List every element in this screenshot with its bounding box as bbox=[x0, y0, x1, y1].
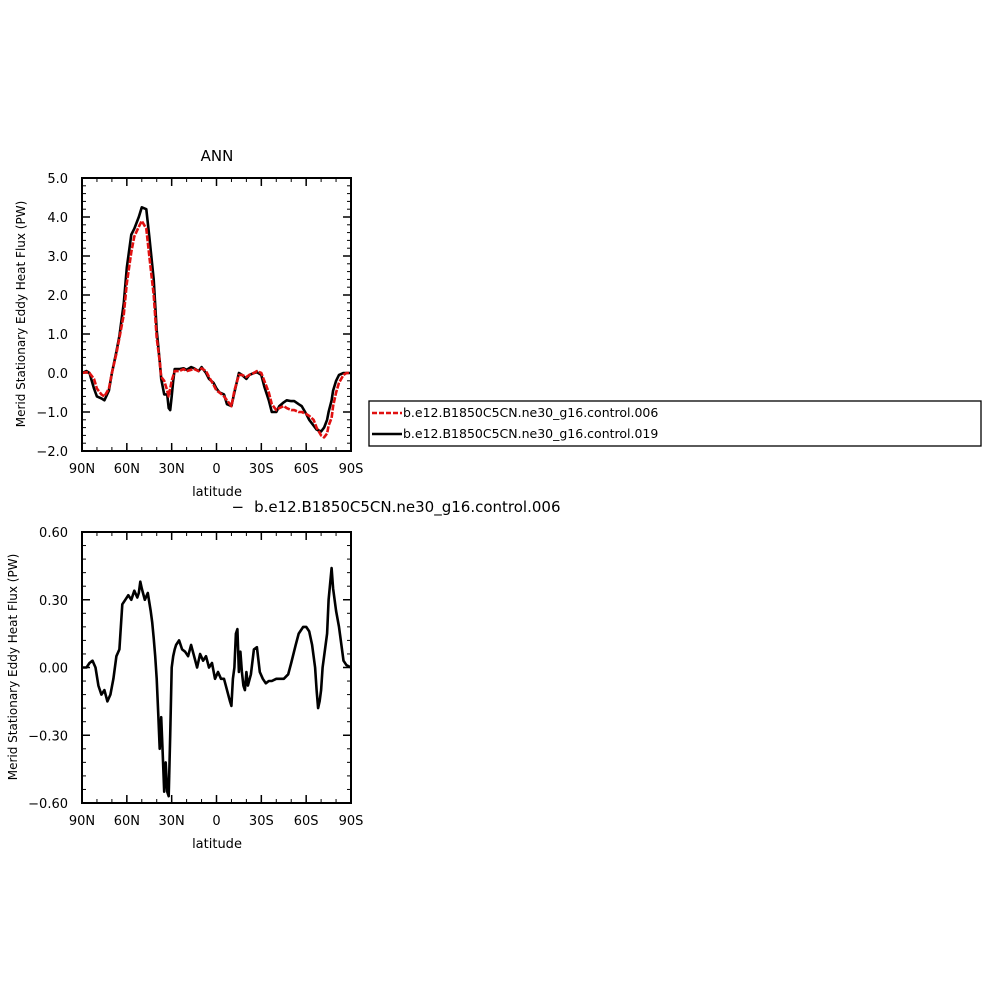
bottom-series-line-1 bbox=[82, 566, 352, 798]
bottom-y-tick-label: 0.00 bbox=[39, 662, 68, 677]
top-y-tick-label: −1.0 bbox=[36, 406, 68, 421]
bottom-x-tick-label: 60N bbox=[114, 814, 140, 829]
top-y-tick-label: 1.0 bbox=[47, 328, 68, 343]
bottom-x-tick-label: 30N bbox=[159, 814, 185, 829]
bottom-chart-y-tick-labels: 0.60 0.30 0.00 −0.30 −0.60 bbox=[28, 526, 68, 812]
bottom-x-tick-label: 60S bbox=[294, 814, 319, 829]
bottom-chart-series bbox=[82, 566, 352, 798]
top-x-tick-label: 30S bbox=[249, 462, 274, 477]
bottom-y-tick-label: −0.30 bbox=[28, 729, 68, 744]
bottom-chart-title: − b.e12.B1850C5CN.ne30_g16.control.006 bbox=[232, 498, 561, 517]
bottom-chart-title-prefix: − bbox=[232, 498, 245, 516]
top-x-tick-label: 0 bbox=[212, 462, 220, 477]
top-y-tick-label: −2.0 bbox=[36, 445, 68, 460]
top-y-tick-label: 4.0 bbox=[47, 211, 68, 226]
top-chart-title: ANN bbox=[201, 147, 234, 165]
top-x-tick-label: 60N bbox=[114, 462, 140, 477]
top-chart-series bbox=[81, 206, 351, 439]
legend: b.e12.B1850C5CN.ne30_g16.control.006 b.e… bbox=[368, 400, 982, 447]
top-y-tick-label: 2.0 bbox=[47, 289, 68, 304]
bottom-y-tick-label: −0.60 bbox=[28, 797, 68, 812]
top-chart-x-tick-labels: 90N 60N 30N 0 30S 60S 90S bbox=[69, 462, 364, 477]
top-x-tick-label: 90N bbox=[69, 462, 95, 477]
bottom-y-tick-label: 0.60 bbox=[39, 526, 68, 541]
bottom-chart-x-axis-label: latitude bbox=[192, 837, 242, 852]
bottom-chart-title-text: b.e12.B1850C5CN.ne30_g16.control.006 bbox=[254, 498, 560, 517]
top-x-tick-label: 60S bbox=[294, 462, 319, 477]
legend-label-series-2: b.e12.B1850C5CN.ne30_g16.control.019 bbox=[403, 426, 658, 441]
top-y-tick-label: 3.0 bbox=[47, 250, 68, 265]
top-chart-y-axis-label: Merid Stationary Eddy Heat Flux (PW) bbox=[14, 201, 28, 428]
bottom-x-tick-label: 90S bbox=[339, 814, 364, 829]
top-y-tick-label: 0.0 bbox=[47, 367, 68, 382]
bottom-chart-frame bbox=[81, 531, 352, 804]
bottom-x-tick-label: 90N bbox=[69, 814, 95, 829]
bottom-x-tick-label: 30S bbox=[249, 814, 274, 829]
top-chart-frame bbox=[81, 177, 352, 452]
top-series-line-1 bbox=[81, 219, 351, 439]
legend-box bbox=[368, 400, 982, 447]
bottom-x-tick-label: 0 bbox=[212, 814, 220, 829]
top-chart-x-axis-label: latitude bbox=[192, 485, 242, 500]
top-y-tick-label: 5.0 bbox=[47, 172, 68, 187]
top-x-tick-label: 90S bbox=[339, 462, 364, 477]
bottom-chart-x-tick-labels: 90N 60N 30N 0 30S 60S 90S bbox=[69, 814, 364, 829]
bottom-chart-y-axis-label: Merid Stationary Eddy Heat Flux (PW) bbox=[6, 554, 20, 781]
top-x-tick-label: 30N bbox=[159, 462, 185, 477]
bottom-y-tick-label: 0.30 bbox=[39, 594, 68, 609]
legend-label-series-1: b.e12.B1850C5CN.ne30_g16.control.006 bbox=[403, 405, 658, 420]
top-chart-panel: ANN 5.0 4.0 3.0 2.0 1.0 0.0 −1.0 −2.0 90N 60N 30N… bbox=[14, 147, 363, 500]
bottom-chart-panel: − b.e12.B1850C5CN.ne30_g16.control.006 0.… bbox=[6, 498, 561, 852]
top-chart-y-tick-labels: 5.0 4.0 3.0 2.0 1.0 0.0 −1.0 −2.0 bbox=[36, 172, 68, 460]
